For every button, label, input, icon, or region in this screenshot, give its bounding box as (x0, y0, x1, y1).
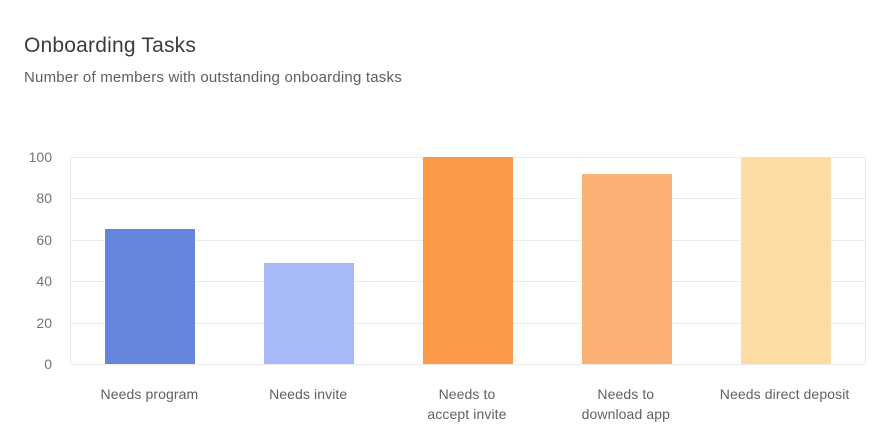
bar-band (389, 157, 548, 364)
bar-band (230, 157, 389, 364)
gridline (71, 364, 865, 365)
bar-band (547, 157, 706, 364)
bar-2[interactable] (422, 157, 513, 364)
y-tick-label: 40 (36, 273, 52, 290)
y-tick-label: 0 (44, 356, 52, 372)
page-subtitle: Number of members with outstanding onboa… (24, 69, 402, 86)
x-tick-label: Needs to accept invite (427, 386, 507, 422)
x-tick-label: Needs invite (269, 386, 348, 402)
bar-1[interactable] (264, 262, 355, 364)
bar-band (706, 157, 865, 364)
x-tick-label: Needs direct deposit (719, 386, 850, 402)
bar-band (71, 157, 230, 364)
bars-container (71, 157, 865, 364)
y-axis: 0 20 40 60 80 100 (0, 150, 52, 371)
page-title: Onboarding Tasks (24, 34, 197, 57)
plot-area (70, 157, 866, 365)
bar-0[interactable] (105, 229, 196, 364)
bar-4[interactable] (740, 157, 831, 364)
y-tick-label: 80 (36, 190, 52, 207)
x-tick-label: Needs program (100, 386, 199, 402)
x-tick-label: Needs to download app (581, 386, 670, 422)
bar-3[interactable] (581, 173, 672, 364)
y-tick-label: 20 (36, 314, 52, 331)
y-tick-label: 100 (28, 149, 52, 165)
x-axis-labels: Needs program Needs invite Needs to accept… (70, 384, 864, 424)
y-tick-label: 60 (36, 231, 52, 248)
